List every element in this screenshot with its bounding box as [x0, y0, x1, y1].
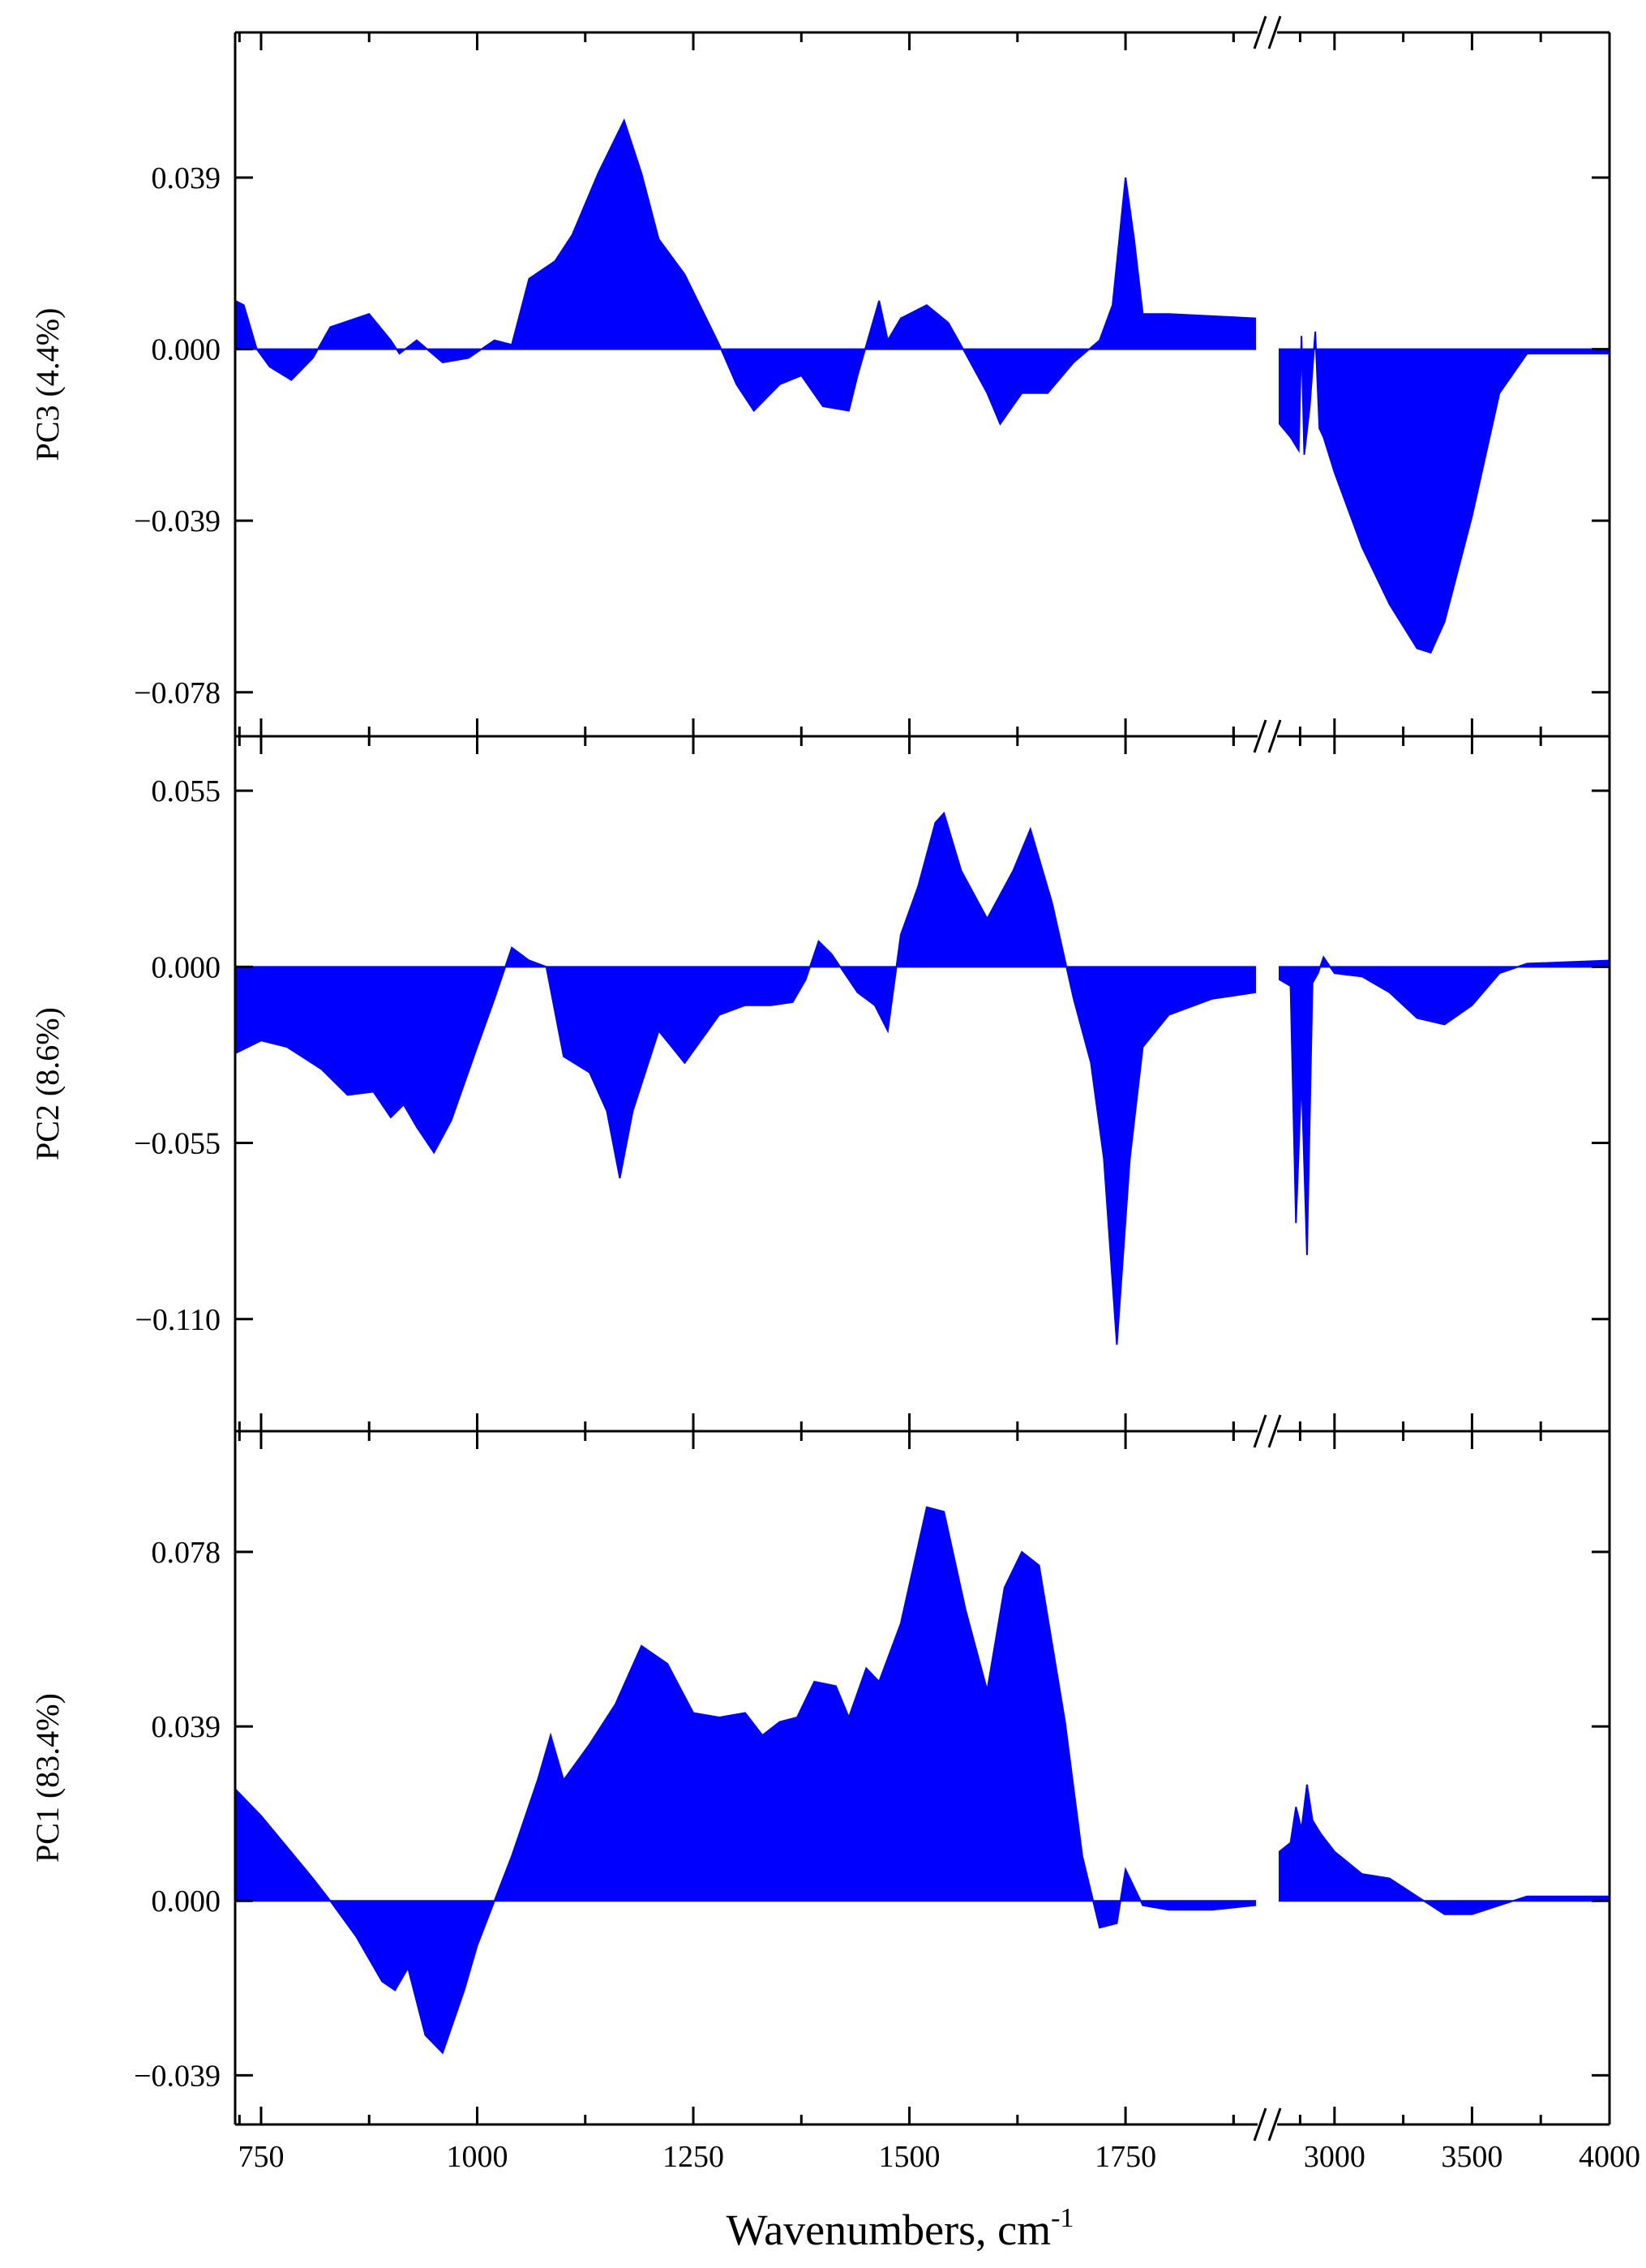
axis-break-slash [1267, 1414, 1282, 1448]
x-tick-label: 4000 [1579, 2140, 1640, 2174]
y-tick-label: −0.039 [134, 2059, 221, 2093]
x-tick-label: 1250 [662, 2140, 724, 2174]
x-axis-title: Wavenumbers, cm-1 [727, 2203, 1074, 2254]
y-tick-label: 0.039 [152, 1710, 221, 1744]
y-tick-label: 0.000 [152, 1884, 221, 1919]
axis-break-mark [1253, 1413, 1282, 1449]
pc2-area-low [234, 811, 1256, 1345]
axis-break-slash [1253, 1414, 1267, 1448]
y-tick-label: 0.039 [152, 161, 221, 195]
x-axis-title-main: Wavenumbers, cm [727, 2206, 1052, 2254]
x-tick-labels: 750 1000 1250 1500 1750 3000 3500 4000 [238, 2140, 1640, 2174]
axis-break-slash [1267, 15, 1282, 49]
pc1-area-high [1279, 1784, 1610, 1915]
y-tick-label: 0.000 [152, 333, 221, 367]
x-tick-label: 1750 [1095, 2140, 1156, 2174]
y-tick-label: 0.078 [152, 1536, 221, 1570]
x-ticks-panel-2 [238, 1431, 1611, 2124]
y-axis-title: PC3 (4.4%) [29, 308, 66, 461]
x-ticks-panel-1 [238, 736, 1611, 1431]
y-tick-label: −0.078 [134, 676, 221, 710]
y-axis-title: PC2 (8.6%) [29, 1007, 66, 1160]
x-tick-label: 1500 [879, 2140, 941, 2174]
pc3-area-low [234, 118, 1256, 426]
panel-pc1: 0.078 0.039 0.000 −0.039 PC1 (83.4%) [29, 1430, 1611, 2126]
axis-break-mark [1253, 15, 1282, 50]
axis-break-slash [1267, 2107, 1282, 2142]
y-tick-label: −0.055 [134, 1127, 221, 1161]
x-axis-title-superscript: -1 [1051, 2203, 1074, 2233]
pc2-area-high [1279, 955, 1610, 1255]
x-tick-label: 750 [238, 2140, 284, 2174]
axis-break-slash [1253, 2107, 1267, 2142]
y-axis-title: PC1 (83.4%) [29, 1693, 66, 1863]
axis-break-slash [1267, 719, 1282, 753]
x-tick-label: 3500 [1441, 2140, 1502, 2174]
panel-pc2: 0.055 0.000 −0.055 −0.110 PC2 (8.6%) [29, 735, 1611, 1433]
axis-break-slash [1253, 15, 1267, 49]
y-tick-label: −0.039 [134, 504, 221, 538]
x-tick-label: 3000 [1304, 2140, 1365, 2174]
pc1-area-low [234, 1506, 1256, 2055]
panel-pc3: 0.039 0.000 −0.039 −0.078 PC3 (4.4%) [29, 31, 1611, 738]
x-ticks-panel-0 [238, 32, 1611, 736]
axis-break-slash [1253, 719, 1267, 753]
axis-break-mark [1253, 718, 1282, 754]
pc3-area-high [1279, 331, 1610, 654]
y-tick-label: 0.055 [152, 774, 221, 808]
axis-break-mark [1253, 2107, 1282, 2142]
x-tick-label: 1000 [447, 2140, 508, 2174]
y-tick-label: 0.000 [152, 950, 221, 984]
y-tick-label: −0.110 [135, 1303, 221, 1337]
